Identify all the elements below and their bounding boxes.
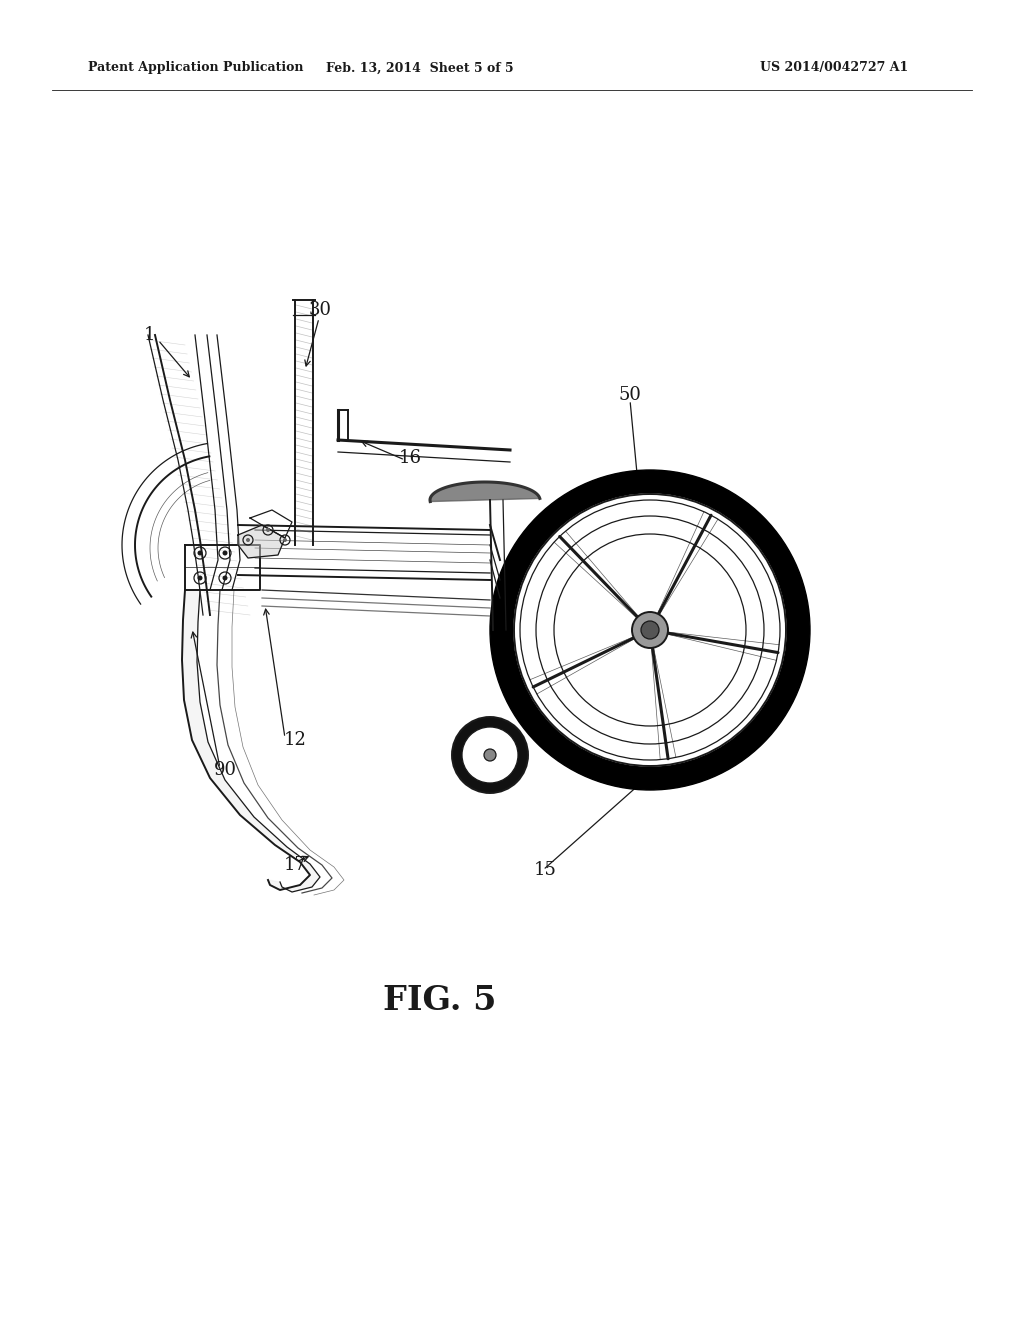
Circle shape: [283, 539, 287, 543]
Circle shape: [198, 576, 203, 581]
Text: FIG. 5: FIG. 5: [383, 983, 497, 1016]
Text: 16: 16: [398, 449, 422, 467]
Circle shape: [222, 550, 227, 556]
Circle shape: [246, 539, 250, 543]
Text: 15: 15: [534, 861, 556, 879]
Circle shape: [632, 612, 668, 648]
Polygon shape: [430, 482, 540, 502]
Circle shape: [490, 470, 810, 789]
Text: 50: 50: [618, 385, 641, 404]
Circle shape: [198, 550, 203, 556]
Circle shape: [641, 620, 659, 639]
Circle shape: [514, 494, 786, 766]
Circle shape: [222, 576, 227, 581]
Circle shape: [266, 528, 270, 532]
Polygon shape: [238, 525, 285, 558]
Text: 17: 17: [284, 855, 306, 874]
Text: Patent Application Publication: Patent Application Publication: [88, 62, 303, 74]
Circle shape: [484, 748, 496, 762]
Polygon shape: [182, 590, 319, 892]
Text: US 2014/0042727 A1: US 2014/0042727 A1: [760, 62, 908, 74]
Text: 12: 12: [284, 731, 306, 748]
Text: 90: 90: [213, 762, 237, 779]
Circle shape: [452, 717, 528, 793]
Text: 1: 1: [144, 326, 156, 345]
Text: Feb. 13, 2014  Sheet 5 of 5: Feb. 13, 2014 Sheet 5 of 5: [327, 62, 514, 74]
Text: 30: 30: [308, 301, 332, 319]
Circle shape: [462, 727, 518, 783]
